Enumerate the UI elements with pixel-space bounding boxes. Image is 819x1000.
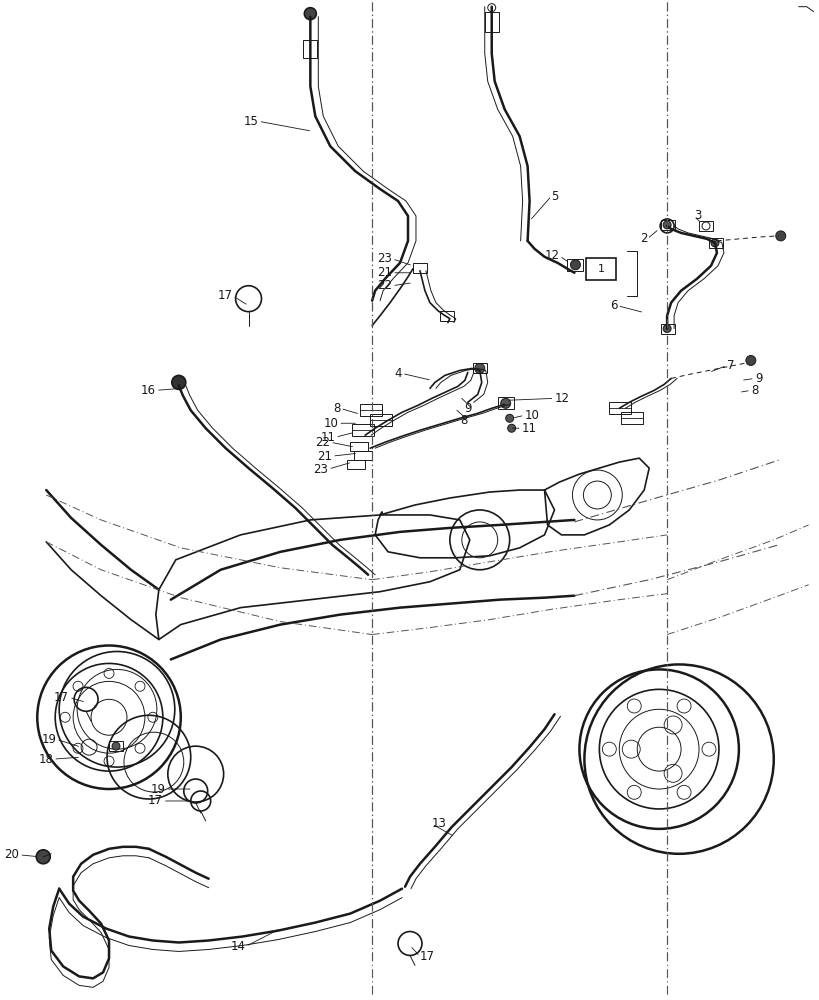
- Circle shape: [570, 260, 580, 270]
- Circle shape: [172, 375, 186, 389]
- Text: 22: 22: [314, 436, 330, 449]
- Text: 10: 10: [323, 417, 337, 430]
- Text: 12: 12: [544, 249, 559, 262]
- Text: 3: 3: [693, 209, 700, 222]
- Bar: [369, 414, 391, 426]
- Text: 6: 6: [609, 299, 617, 312]
- Bar: [621, 412, 642, 424]
- Text: 19: 19: [151, 783, 165, 796]
- Bar: [350, 442, 368, 451]
- Bar: [303, 40, 317, 58]
- Bar: [473, 363, 486, 373]
- Bar: [497, 397, 513, 409]
- Circle shape: [505, 414, 513, 422]
- Bar: [346, 460, 364, 469]
- Bar: [360, 404, 382, 416]
- Bar: [660, 324, 674, 334]
- Circle shape: [304, 8, 316, 20]
- Text: 11: 11: [521, 422, 536, 435]
- Text: 23: 23: [313, 463, 328, 476]
- Text: 21: 21: [377, 266, 391, 279]
- Text: 18: 18: [38, 753, 53, 766]
- Circle shape: [474, 363, 484, 373]
- Circle shape: [36, 850, 50, 864]
- Bar: [354, 451, 372, 460]
- Text: 17: 17: [54, 691, 69, 704]
- Text: 17: 17: [147, 794, 163, 807]
- Text: 7: 7: [726, 359, 734, 372]
- Text: 8: 8: [333, 402, 340, 415]
- Bar: [698, 221, 712, 231]
- Text: 11: 11: [320, 431, 335, 444]
- Bar: [484, 12, 498, 32]
- Text: 21: 21: [317, 450, 332, 463]
- Text: 12: 12: [554, 392, 569, 405]
- Circle shape: [775, 231, 785, 241]
- Text: 19: 19: [41, 733, 57, 746]
- Bar: [609, 402, 631, 414]
- Text: 10: 10: [524, 409, 539, 422]
- Text: 15: 15: [243, 115, 258, 128]
- Circle shape: [663, 221, 670, 229]
- Text: 13: 13: [432, 817, 446, 830]
- Bar: [352, 424, 373, 436]
- Circle shape: [663, 325, 670, 333]
- Text: 16: 16: [141, 384, 156, 397]
- Bar: [413, 263, 427, 273]
- Bar: [109, 741, 123, 751]
- Text: 23: 23: [377, 252, 391, 265]
- Text: 8: 8: [459, 414, 467, 427]
- Text: 14: 14: [230, 940, 245, 953]
- Circle shape: [112, 742, 120, 750]
- Circle shape: [710, 239, 718, 247]
- Circle shape: [507, 424, 515, 432]
- Text: 17: 17: [217, 289, 233, 302]
- Bar: [567, 259, 582, 271]
- Circle shape: [745, 355, 755, 365]
- FancyBboxPatch shape: [586, 258, 616, 280]
- Text: 1: 1: [597, 264, 604, 274]
- Text: 5: 5: [551, 190, 559, 203]
- Text: 9: 9: [754, 372, 762, 385]
- Circle shape: [500, 398, 510, 408]
- Bar: [708, 238, 722, 248]
- Text: 17: 17: [419, 950, 434, 963]
- Text: 22: 22: [377, 279, 391, 292]
- Text: 4: 4: [394, 367, 401, 380]
- Text: 20: 20: [4, 848, 20, 861]
- Bar: [439, 311, 453, 321]
- Text: 2: 2: [639, 232, 646, 245]
- Text: 9: 9: [464, 402, 471, 415]
- Text: 8: 8: [750, 384, 758, 397]
- Bar: [660, 220, 674, 230]
